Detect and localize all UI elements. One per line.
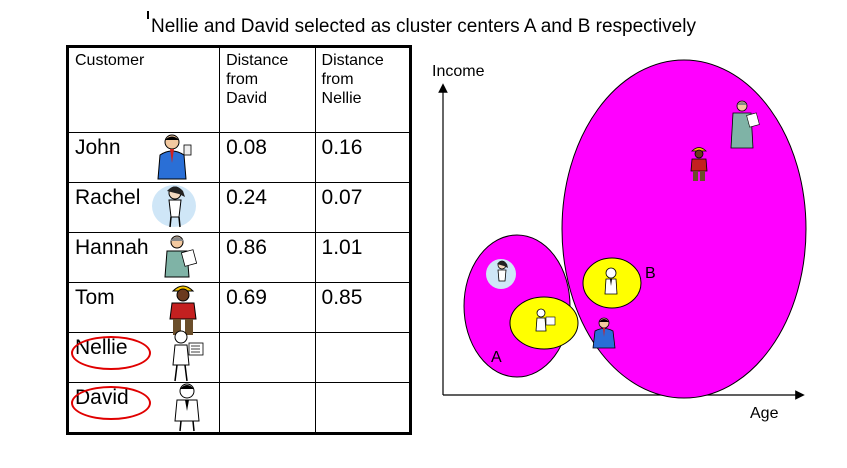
- diagram-title: Nellie and David selected as cluster cen…: [151, 16, 696, 37]
- customer-name: John: [75, 136, 121, 159]
- table-header-row: Customer Distance from David Distance fr…: [66, 46, 412, 133]
- customer-cell: David: [66, 382, 221, 434]
- woman-icon: [152, 185, 196, 228]
- nellie-icon: [535, 308, 556, 332]
- customer-cell: Rachel: [66, 182, 221, 233]
- rachel-icon: [486, 259, 516, 289]
- cluster-a-label: A: [491, 349, 502, 366]
- customer-cell: Tom: [66, 282, 221, 335]
- businessman-icon: [157, 134, 192, 180]
- cluster-b-label: B: [645, 265, 656, 282]
- distance-from-david-cell: [219, 382, 316, 434]
- distance-from-nellie-cell: 1.01: [314, 232, 412, 283]
- y-axis-label: Income: [432, 63, 485, 80]
- david-icon: [604, 267, 618, 295]
- hannah-icon: [730, 100, 760, 149]
- distance-from-david-cell: 0.24: [219, 182, 316, 233]
- tom-icon: [690, 147, 708, 181]
- distance-table: Customer Distance from David Distance fr…: [66, 45, 412, 435]
- john-icon: [592, 317, 616, 349]
- header-distance-from-nellie: Distance from Nellie: [314, 46, 412, 133]
- table-row: Rachel 0.24 0.07: [66, 182, 412, 233]
- customer-cell: Hannah: [66, 232, 221, 283]
- title-tick-mark: [147, 11, 149, 19]
- header-customer: Customer: [66, 46, 221, 133]
- distance-from-nellie-cell: [314, 382, 412, 434]
- x-axis-label: Age: [750, 405, 779, 422]
- table-row: Hannah 0.86 1.01: [66, 232, 412, 283]
- distance-from-david-cell: 0.86: [219, 232, 316, 283]
- selected-center-ring: [71, 386, 151, 420]
- customer-name: Rachel: [75, 186, 141, 209]
- customer-name: Tom: [75, 286, 115, 309]
- customer-name: Hannah: [75, 236, 149, 259]
- table-row: Tom 0.69 0.85: [66, 282, 412, 335]
- man-icon: [174, 383, 200, 432]
- distance-from-nellie-cell: [314, 332, 412, 383]
- woman-clipboard-icon: [164, 235, 198, 278]
- distance-from-nellie-cell: 0.07: [314, 182, 412, 233]
- woman-checklist-icon: [172, 330, 204, 382]
- distance-from-david-cell: 0.69: [219, 282, 316, 333]
- construction-worker-icon: [169, 285, 197, 335]
- distance-from-nellie-cell: 0.16: [314, 132, 412, 183]
- selected-center-ring: [71, 336, 151, 370]
- table-row: David: [66, 382, 412, 434]
